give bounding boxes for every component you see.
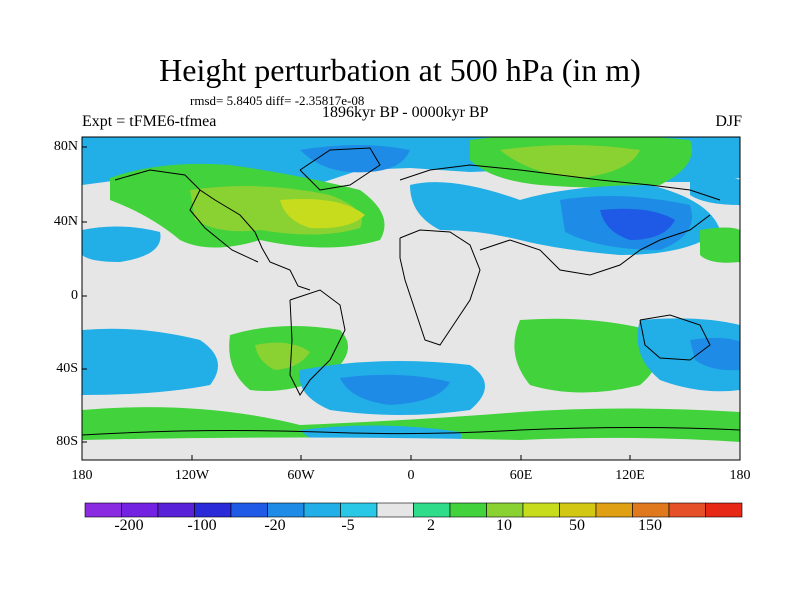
lon-label: 60W [287,468,315,483]
atlantic-positive-core [280,199,365,229]
antarctic-neutral-south [82,437,740,460]
colorbar-label: 10 [496,517,512,534]
indian-ocean-positive [514,318,658,393]
colorbar-box [705,502,743,518]
stats-line: rmsd= 5.8405 diff= -2.35817e-08 [190,93,365,108]
colorbar-label: 50 [569,517,585,534]
lon-label: 120E [615,468,645,483]
colorbar-label: -20 [264,517,286,534]
south-pacific-negative [82,328,218,395]
colorbar-box [595,502,633,518]
colorbar-box [522,502,560,518]
lat-ticks [82,146,87,443]
period-label: 1896kyr BP - 0000kyr BP [322,104,489,121]
colorbar-box [486,502,524,518]
colorbar-label: 150 [638,517,662,534]
experiment-label: Expt = tFME6-tfmea [82,113,217,130]
colorbar-box [303,502,341,518]
lon-label: 180 [71,468,93,483]
lon-label: 180 [729,468,751,483]
colorbar-box [267,502,305,518]
coastlines [82,147,740,436]
australia-negative [637,318,740,392]
contour-field [82,137,740,460]
colorbar-box [121,502,159,518]
siberia-positive-core [500,145,640,178]
pacific-negative-tail [690,177,740,205]
colorbar-box [194,502,232,518]
pacific-positive-east [700,227,740,263]
south-america-positive-core [255,342,310,370]
australia-negative-core [690,337,740,371]
asia-negative-core [600,208,675,240]
lat-label: 80N [53,139,78,154]
lon-label: 0 [407,468,415,483]
colorbar-label: -5 [341,517,355,534]
lat-label: 0 [71,288,78,303]
season-label: DJF [715,113,742,130]
lon-label: 120W [174,468,210,483]
colorbar-box [632,502,670,518]
lat-label: 40S [56,361,78,376]
colorbar-label: 2 [427,517,435,534]
lat-label: 40N [53,214,78,229]
south-atlantic-negative-core [340,374,450,405]
lat-label: 80S [56,434,78,449]
colorbar-box [449,502,487,518]
colorbar-box [376,502,414,518]
colorbar-box [340,502,378,518]
plot-title: Height perturbation at 500 hPa (in m) [159,52,641,88]
colorbar-box [668,502,706,518]
colorbar-box [230,502,268,518]
colorbar [84,502,743,518]
colorbar-box [559,502,597,518]
colorbar-box [413,502,451,518]
lon-label: 60E [509,468,533,483]
colorbar-box [84,502,122,518]
colorbar-box [157,502,195,518]
pacific-negative-west [82,226,161,262]
colorbar-label: -100 [187,517,217,534]
lon-ticks [81,455,741,460]
colorbar-label: -200 [114,517,144,534]
